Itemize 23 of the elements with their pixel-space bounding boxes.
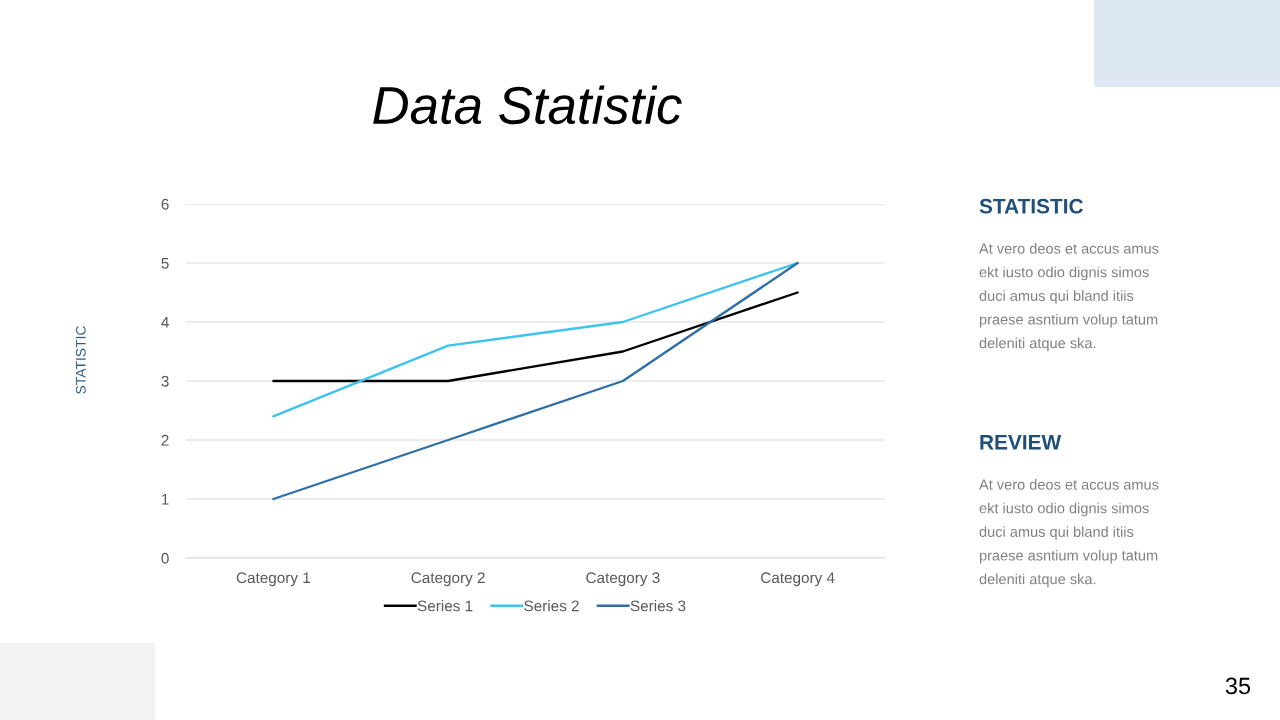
y-tick-label: 1: [162, 494, 169, 505]
x-tick-label: Category 1: [236, 572, 310, 587]
y-tick-label: 0: [161, 552, 169, 564]
line-series: [272, 261, 799, 501]
legend-label: Series 2: [524, 600, 579, 612]
legend-label: Series 3: [630, 600, 686, 612]
y-tick-label: 2: [161, 434, 169, 446]
x-tick-label: Category 4: [761, 572, 835, 587]
text: STATISTIC: [75, 326, 86, 394]
chart-title: Data Statistic: [373, 85, 682, 125]
text: REVIEW: [980, 435, 1062, 450]
line-series: [272, 261, 799, 418]
text: At vero deos et accus amus ekt iusto odio dignis simos duci amus qui bland itiis praese asntium volup tatum deleniti atque ska.: [979, 479, 1159, 588]
text: STATISTIC: [979, 198, 1083, 214]
text: At vero deos et accus amus ekt iusto odio dignis simos duci amus qui bland itiis praese asntium volup tatum deleniti atque ska.: [979, 243, 1159, 352]
text: 35: [1225, 677, 1251, 695]
y-tick-label: 3: [161, 375, 169, 387]
x-tick-label: Category 3: [586, 572, 660, 587]
y-tick-label: 5: [161, 258, 169, 269]
legend-label: Series 1: [417, 600, 473, 612]
x-tick-label: Category 2: [411, 572, 485, 587]
y-tick-label: 4: [161, 317, 169, 328]
y-tick-label: 6: [161, 198, 169, 210]
